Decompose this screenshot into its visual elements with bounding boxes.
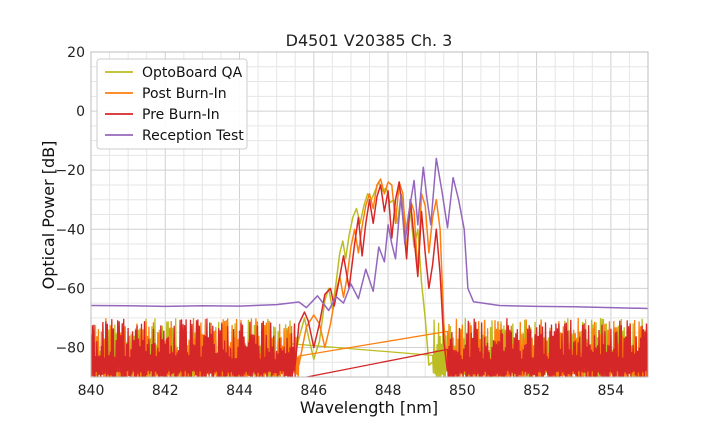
legend-label: OptoBoard QA (142, 65, 243, 81)
x-tick-label: 842 (152, 383, 179, 399)
legend-label: Reception Test (142, 128, 244, 144)
series-line (91, 157, 648, 312)
legend: OptoBoard QA Post Burn-In Pre Burn-In Recep… (96, 58, 248, 150)
series-pre-burn-in (91, 181, 648, 377)
y-tick-label: −80 (55, 340, 85, 356)
x-axis-label: Wavelength [nm] (300, 398, 438, 417)
plot-frame (90, 51, 649, 378)
y-tick-labels: 20 0 −20 −40 −60 −80 (55, 45, 85, 356)
x-tick-label: 844 (226, 383, 253, 399)
x-tick-label: 852 (523, 383, 550, 399)
y-tick-label: 20 (67, 45, 85, 61)
legend-entries: OptoBoard QA Post Burn-In Pre Burn-In Recep… (105, 65, 244, 144)
series-line (294, 181, 449, 372)
series-layer (91, 157, 648, 377)
legend-label: Post Burn-In (142, 86, 227, 102)
legend-label: Pre Burn-In (142, 107, 220, 123)
y-axis-label: Optical Power [dB] (39, 141, 58, 290)
y-tick-label: −20 (55, 163, 85, 179)
y-tick-label: −40 (55, 222, 85, 238)
x-tick-label: 846 (300, 383, 327, 399)
series-line (290, 181, 434, 372)
y-tick-label: −60 (55, 281, 85, 297)
series-line (298, 178, 449, 366)
chart-title: D4501 V20385 Ch. 3 (286, 31, 453, 50)
x-tick-label: 848 (375, 383, 402, 399)
x-tick-label: 850 (449, 383, 476, 399)
x-tick-labels: 840 842 844 846 848 850 852 854 (78, 383, 625, 399)
noise-floor (91, 318, 648, 377)
y-tick-label: 0 (76, 104, 85, 120)
legend-box (96, 58, 248, 150)
series-reception-test (91, 157, 648, 312)
x-tick-label: 840 (78, 383, 105, 399)
x-tick-label: 854 (597, 383, 624, 399)
